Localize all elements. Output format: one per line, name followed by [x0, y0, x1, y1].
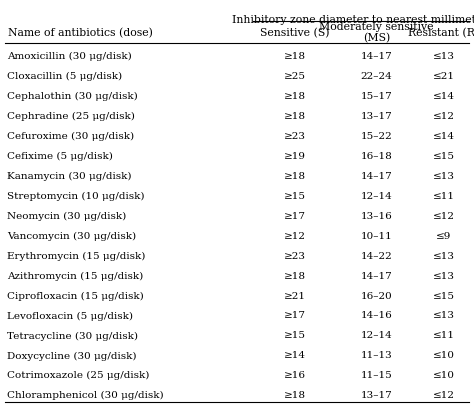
- Text: Amoxicillin (30 μg/disk): Amoxicillin (30 μg/disk): [7, 52, 132, 61]
- Text: 22–24: 22–24: [361, 72, 392, 81]
- Text: Neomycin (30 μg/disk): Neomycin (30 μg/disk): [7, 211, 126, 220]
- Text: Resistant (R): Resistant (R): [408, 28, 474, 38]
- Text: Cephalothin (30 μg/disk): Cephalothin (30 μg/disk): [7, 92, 138, 101]
- Text: ≤13: ≤13: [433, 311, 455, 320]
- Text: Chloramphenicol (30 μg/disk): Chloramphenicol (30 μg/disk): [7, 391, 164, 400]
- Text: ≥18: ≥18: [284, 391, 306, 400]
- Text: Cotrimoxazole (25 μg/disk): Cotrimoxazole (25 μg/disk): [7, 371, 149, 380]
- Text: Tetracycline (30 μg/disk): Tetracycline (30 μg/disk): [7, 330, 138, 340]
- Text: Erythromycin (15 μg/disk): Erythromycin (15 μg/disk): [7, 251, 146, 260]
- Text: Cefuroxime (30 μg/disk): Cefuroxime (30 μg/disk): [7, 131, 134, 140]
- Text: 13–16: 13–16: [361, 211, 392, 220]
- Text: ≤21: ≤21: [433, 72, 455, 81]
- Text: ≥25: ≥25: [284, 72, 306, 81]
- Text: ≥17: ≥17: [284, 311, 306, 320]
- Text: 14–17: 14–17: [361, 171, 392, 180]
- Text: 12–14: 12–14: [361, 330, 392, 339]
- Text: 13–17: 13–17: [361, 391, 392, 400]
- Text: 13–17: 13–17: [361, 111, 392, 120]
- Text: ≤15: ≤15: [433, 291, 455, 300]
- Text: ≤11: ≤11: [433, 330, 455, 339]
- Text: Vancomycin (30 μg/disk): Vancomycin (30 μg/disk): [7, 231, 136, 240]
- Text: ≥15: ≥15: [284, 330, 306, 339]
- Text: ≤12: ≤12: [433, 391, 455, 400]
- Text: ≥17: ≥17: [284, 211, 306, 220]
- Text: Azithromycin (15 μg/disk): Azithromycin (15 μg/disk): [7, 271, 143, 280]
- Text: ≥18: ≥18: [284, 92, 306, 101]
- Text: ≥18: ≥18: [284, 52, 306, 61]
- Text: Inhibitory zone diameter to nearest millimeter (mm): Inhibitory zone diameter to nearest mill…: [232, 14, 474, 25]
- Text: ≥18: ≥18: [284, 111, 306, 120]
- Text: ≤10: ≤10: [433, 351, 455, 360]
- Text: ≥16: ≥16: [284, 371, 306, 380]
- Text: 10–11: 10–11: [361, 231, 392, 240]
- Text: 11–15: 11–15: [361, 371, 392, 380]
- Text: ≤13: ≤13: [433, 171, 455, 180]
- Text: ≥14: ≥14: [284, 351, 306, 360]
- Text: Ciprofloxacin (15 μg/disk): Ciprofloxacin (15 μg/disk): [7, 291, 144, 300]
- Text: ≥18: ≥18: [284, 171, 306, 180]
- Text: Sensitive (S): Sensitive (S): [260, 28, 330, 38]
- Text: ≥15: ≥15: [284, 191, 306, 200]
- Text: 11–13: 11–13: [361, 351, 392, 360]
- Text: ≥19: ≥19: [284, 151, 306, 160]
- Text: ≤11: ≤11: [433, 191, 455, 200]
- Text: Cefixime (5 μg/disk): Cefixime (5 μg/disk): [7, 151, 113, 160]
- Text: ≤9: ≤9: [436, 231, 451, 240]
- Text: Levofloxacin (5 μg/disk): Levofloxacin (5 μg/disk): [7, 311, 133, 320]
- Text: ≥18: ≥18: [284, 271, 306, 280]
- Text: ≤13: ≤13: [433, 52, 455, 61]
- Text: ≤12: ≤12: [433, 111, 455, 120]
- Text: ≤13: ≤13: [433, 271, 455, 280]
- Text: ≤14: ≤14: [433, 131, 455, 140]
- Text: ≥23: ≥23: [284, 131, 306, 140]
- Text: 14–17: 14–17: [361, 52, 392, 61]
- Text: Kanamycin (30 μg/disk): Kanamycin (30 μg/disk): [7, 171, 132, 180]
- Text: Cloxacillin (5 μg/disk): Cloxacillin (5 μg/disk): [7, 72, 122, 81]
- Text: 16–20: 16–20: [361, 291, 392, 300]
- Text: Streptomycin (10 μg/disk): Streptomycin (10 μg/disk): [7, 191, 145, 200]
- Text: 14–17: 14–17: [361, 271, 392, 280]
- Text: 14–16: 14–16: [361, 311, 392, 320]
- Text: 15–17: 15–17: [361, 92, 392, 101]
- Text: 12–14: 12–14: [361, 191, 392, 200]
- Text: 16–18: 16–18: [361, 151, 392, 160]
- Text: ≤15: ≤15: [433, 151, 455, 160]
- Text: ≤13: ≤13: [433, 251, 455, 260]
- Text: ≥21: ≥21: [284, 291, 306, 300]
- Text: ≥12: ≥12: [284, 231, 306, 240]
- Text: Doxycycline (30 μg/disk): Doxycycline (30 μg/disk): [7, 351, 137, 360]
- Text: (MS): (MS): [363, 33, 390, 43]
- Text: 14–22: 14–22: [361, 251, 392, 260]
- Text: Moderately sensitive: Moderately sensitive: [319, 22, 434, 32]
- Text: ≤14: ≤14: [433, 92, 455, 101]
- Text: Cephradine (25 μg/disk): Cephradine (25 μg/disk): [7, 111, 135, 121]
- Text: 15–22: 15–22: [361, 131, 392, 140]
- Text: ≤10: ≤10: [433, 371, 455, 380]
- Text: ≥23: ≥23: [284, 251, 306, 260]
- Text: ≤12: ≤12: [433, 211, 455, 220]
- Text: Name of antibiotics (dose): Name of antibiotics (dose): [9, 28, 153, 38]
